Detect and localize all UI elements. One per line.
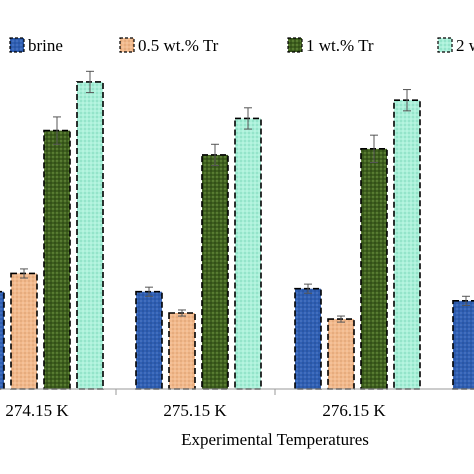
bar-2-wt-tr-276-15-k [393,99,421,390]
bar-1-wt-tr-276-15-k [360,148,388,390]
legend-swatch [437,37,453,53]
bar-0-5-wt-tr-276-15-k [327,318,355,390]
bar-brine-275-15-k [135,290,163,390]
x-tick-label: 276.15 K [322,401,386,420]
legend-swatch [287,37,303,53]
error-bar-0-5-wt-tr-274-15-k [20,268,28,279]
legend-label: 1 wt.% Tr [306,36,374,55]
bar-series-group [0,81,474,390]
x-tick-label: 275.15 K [163,401,227,420]
error-bar-2-wt-tr-276-15-k [403,89,411,112]
legend-label: brine [28,36,63,55]
error-bar-0-5-wt-tr-275-15-k [178,309,186,317]
error-bar-brine-275-15-k [145,286,153,297]
x-tick-label: 274.15 K [5,401,69,420]
legend-item-2-wt-tr: 2 wt.% Tr [437,36,474,55]
x-axis-ticks [115,389,276,395]
legend-swatch [9,37,25,53]
bar-2-wt-tr-275-15-k [234,117,262,390]
error-bar-2-wt-tr-275-15-k [244,107,252,130]
error-bar-0-5-wt-tr-276-15-k [337,315,345,323]
error-bar-group [20,70,470,323]
legend-swatch [119,37,135,53]
error-bar-1-wt-tr-276-15-k [370,134,378,164]
chart-legend: brine 0.5 wt.% Tr 1 wt.% Tr 2 wt.% Tr [9,36,474,55]
legend-item-0-5-wt-tr: 0.5 wt.% Tr [119,36,219,55]
bar-brine-276-15-k [294,287,322,390]
legend-item-brine: brine [9,36,63,55]
bar-2-wt-tr-274-15-k [76,81,104,390]
error-bar-2-wt-tr-274-15-k [86,70,94,94]
bar-brine-277-15-k [452,300,474,390]
bar-brine-274-15-k [0,290,5,390]
error-bar-1-wt-tr-275-15-k [211,143,219,167]
legend-label: 2 wt.% Tr [456,36,474,55]
error-bar-brine-276-15-k [304,283,312,294]
bar-1-wt-tr-275-15-k [201,154,229,390]
x-axis-title: Experimental Temperatures [181,430,369,449]
error-bar-1-wt-tr-274-15-k [53,116,61,145]
error-bar-brine-277-15-k [462,295,470,306]
bar-0-5-wt-tr-275-15-k [168,312,196,390]
bar-1-wt-tr-274-15-k [43,129,71,390]
legend-item-1-wt-tr: 1 wt.% Tr [287,36,374,55]
bar-0-5-wt-tr-274-15-k [10,272,38,390]
legend-label: 0.5 wt.% Tr [138,36,219,55]
